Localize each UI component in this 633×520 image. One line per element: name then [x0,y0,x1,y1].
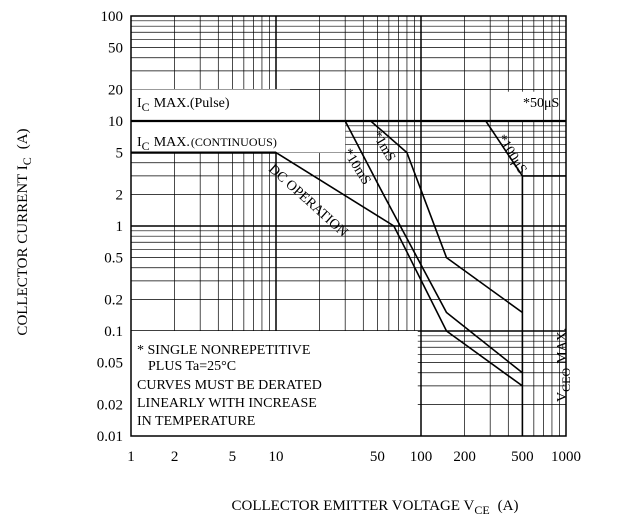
y-tick-label: 0.1 [104,324,123,340]
x-tick-label: 5 [229,449,237,465]
y-tick-label: 0.5 [104,251,123,267]
x-tick-label: 50 [370,449,385,465]
y-tick-label: 10 [108,114,123,130]
note-line-2: PLUS Ta=25°C [148,359,236,374]
x-tick-label: 1 [127,449,135,465]
x-tick-label: 10 [269,449,284,465]
curve-label-100us: *100μS [494,132,530,177]
note-line-4: LINEARLY WITH INCREASE [137,396,317,411]
y-tick-label: 50 [108,41,123,57]
curves [131,119,566,436]
y-tick-label: 0.02 [97,397,123,413]
x-tick-label: 100 [410,449,433,465]
notes-mask [131,331,418,436]
pulse-50us-label: *50μS [523,96,559,111]
continuous-label-mask [131,121,346,153]
y-tick-label: 2 [116,187,124,203]
ic-max-pulse-label: IC MAX.(Pulse) [137,96,230,114]
note-line-3: CURVES MUST BE DERATED [137,378,322,393]
curve-label-1ms: *1mS [369,129,398,165]
y-tick-labels: 100 50 20 10 5 2 1 0.5 0.2 0.1 0.05 0.02 0.01 [97,9,123,445]
y-axis-title: COLLECTOR CURRENT IC(A) [15,128,34,335]
y-tick-label: 20 [108,82,123,98]
curve-label-dc-operation: DC OPERATION [265,162,350,241]
note-line-5: IN TEMPERATURE [137,414,255,429]
x-tick-label: 500 [511,449,534,465]
pulse-50us-mask [496,91,537,121]
y-tick-label: 0.05 [97,356,123,372]
note-line-1: * SINGLE NONREPETITIVE [137,343,310,358]
x-tick-label: 2 [171,449,179,465]
x-axis-title: COLLECTOR EMITTER VOLTAGE VCE (A) [232,498,519,517]
x-tick-labels: 1 2 5 10 50 100 200 500 1000 [127,449,581,465]
plot-frame [130,15,567,437]
y-tick-label: 1 [116,219,124,235]
x-tick-label: 1000 [551,449,581,465]
label-masks [131,89,537,436]
x-tick-label: 200 [453,449,476,465]
y-tick-label: 0.2 [104,292,123,308]
ic-max-continuous-label: IC MAX.(CONTINUOUS) [137,135,277,153]
pulse-label-mask [131,89,291,121]
vceo-max-label: VCEOMAX. [555,328,573,402]
y-tick-label: 0.01 [97,429,123,445]
y-tick-label: 5 [116,146,124,162]
y-tick-label: 100 [101,9,124,25]
